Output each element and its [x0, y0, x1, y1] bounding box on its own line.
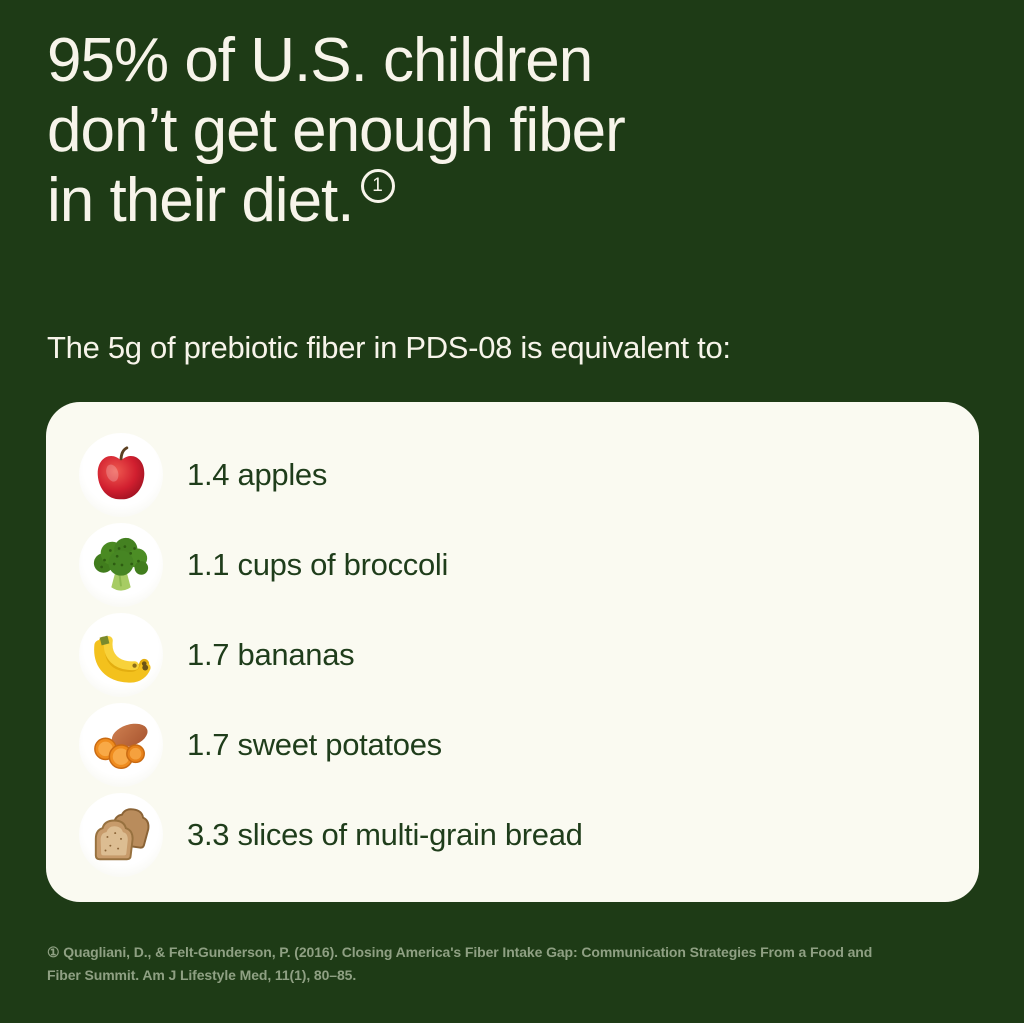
list-item-label: 3.3 slices of multi-grain bread [187, 817, 583, 852]
list-item-bread: 3.3 slices of multi-grain bread [79, 790, 979, 880]
list-item-broccoli: 1.1 cups of broccoli [79, 520, 979, 610]
footnote-marker-1-icon: 1 [360, 169, 395, 203]
bread-icon [79, 793, 163, 877]
list-item-sweet-potatoes: 1.7 sweet potatoes [79, 700, 979, 790]
sweet-potato-icon [79, 703, 163, 787]
equivalents-card: 1.4 apples 1.1 cups of broccoli [46, 402, 979, 902]
headline-line-3: in their diet. 1 [47, 166, 625, 236]
list-item-label: 1.7 sweet potatoes [187, 727, 442, 762]
footnote-citation: ① Quagliani, D., & Felt-Gunderson, P. (2… [47, 941, 872, 987]
headline: 95% of U.S. children don’t get enough fi… [47, 26, 626, 236]
apple-icon [79, 433, 163, 517]
headline-line-2: don’t get enough fiber [47, 96, 626, 165]
footnote-line-1: ① Quagliani, D., & Felt-Gunderson, P. (2… [47, 944, 873, 960]
footnote-line-2: Fiber Summit. Am J Lifestyle Med, 11(1),… [47, 967, 357, 983]
list-item-apples: 1.4 apples [79, 430, 979, 520]
headline-line-1: 95% of U.S. children [47, 26, 593, 95]
list-item-bananas: 1.7 bananas [79, 610, 979, 700]
subheading: The 5g of prebiotic fiber in PDS-08 is e… [47, 330, 731, 365]
list-item-label: 1.1 cups of broccoli [187, 547, 449, 582]
list-item-label: 1.7 bananas [187, 637, 355, 672]
banana-icon [79, 613, 163, 697]
list-item-label: 1.4 apples [187, 457, 328, 492]
broccoli-icon [79, 523, 163, 607]
